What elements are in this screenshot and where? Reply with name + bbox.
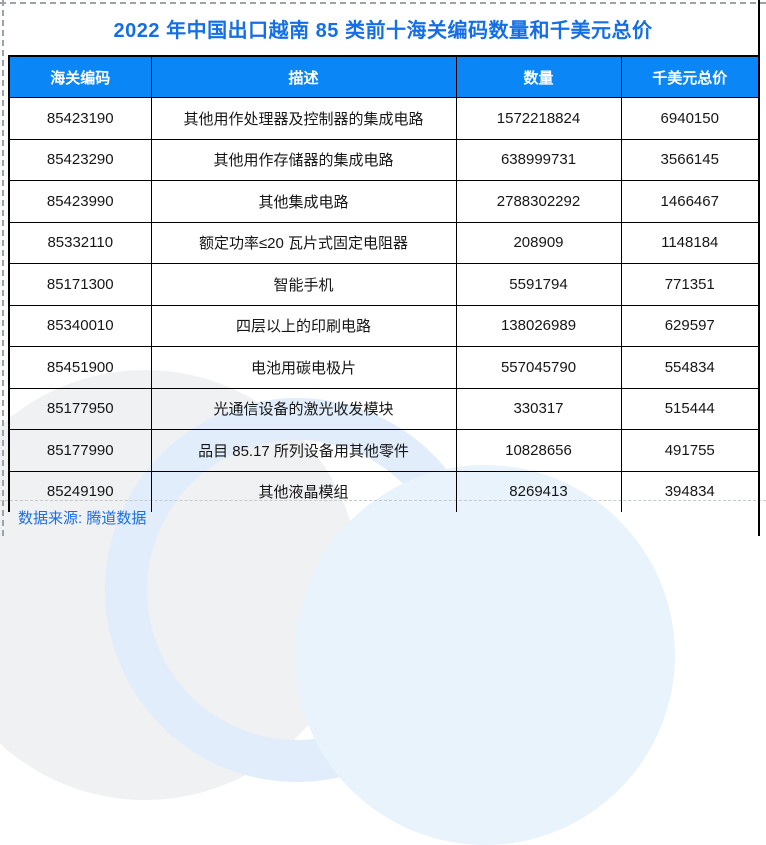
column-header-description: 描述 <box>150 55 457 98</box>
column-header-quantity: 数量 <box>455 55 622 98</box>
cell-quantity: 5591794 <box>455 263 622 306</box>
data-table: 海关编码 描述 数量 千美元总价 85423190 其他用作处理器及控制器的集成… <box>8 55 760 512</box>
table-row: 85177950 光通信设备的激光收发模块 330317 515444 <box>8 387 760 430</box>
cell-total-value: 491755 <box>620 429 760 472</box>
column-header-hs-code: 海关编码 <box>8 55 152 98</box>
cell-total-value: 1148184 <box>620 221 760 264</box>
header-row: 海关编码 描述 数量 千美元总价 <box>8 55 760 98</box>
cell-quantity: 557045790 <box>455 346 622 389</box>
cell-hs-code: 85423190 <box>8 97 152 140</box>
table-row: 85423290 其他用作存储器的集成电路 638999731 3566145 <box>8 138 760 181</box>
cell-description: 智能手机 <box>150 263 457 306</box>
cell-quantity: 638999731 <box>455 138 622 181</box>
cell-description: 品目 85.17 所列设备用其他零件 <box>150 429 457 472</box>
cell-hs-code: 85332110 <box>8 221 152 264</box>
cell-description: 额定功率≤20 瓦片式固定电阻器 <box>150 221 457 264</box>
page-break-line-left <box>2 0 4 536</box>
cell-hs-code: 85249190 <box>8 470 152 512</box>
table-row: 85177990 品目 85.17 所列设备用其他零件 10828656 491… <box>8 429 760 472</box>
cell-total-value: 1466467 <box>620 180 760 223</box>
cell-total-value: 6940150 <box>620 97 760 140</box>
cell-hs-code: 85423990 <box>8 180 152 223</box>
table-row: 85249190 其他液晶模组 8269413 394834 <box>8 470 760 512</box>
cell-hs-code: 85177990 <box>8 429 152 472</box>
cell-total-value: 394834 <box>620 470 760 512</box>
cell-total-value: 515444 <box>620 387 760 430</box>
cell-hs-code: 85340010 <box>8 304 152 347</box>
table-row: 85423990 其他集成电路 2788302292 1466467 <box>8 180 760 223</box>
cell-description: 其他液晶模组 <box>150 470 457 512</box>
cell-description: 其他集成电路 <box>150 180 457 223</box>
table-row: 85423190 其他用作处理器及控制器的集成电路 1572218824 694… <box>8 97 760 140</box>
cell-quantity: 1572218824 <box>455 97 622 140</box>
cell-description: 其他用作处理器及控制器的集成电路 <box>150 97 457 140</box>
table-header: 海关编码 描述 数量 千美元总价 <box>8 55 760 98</box>
page-break-line-top <box>0 2 766 4</box>
cell-total-value: 554834 <box>620 346 760 389</box>
cell-hs-code: 85171300 <box>8 263 152 306</box>
cell-hs-code: 85451900 <box>8 346 152 389</box>
cell-quantity: 330317 <box>455 387 622 430</box>
cell-total-value: 771351 <box>620 263 760 306</box>
table-row: 85451900 电池用碳电极片 557045790 554834 <box>8 346 760 389</box>
title-bar: 2022 年中国出口越南 85 类前十海关编码数量和千美元总价 <box>8 2 758 55</box>
data-source-note: 数据来源: 腾道数据 <box>18 510 147 527</box>
cell-quantity: 138026989 <box>455 304 622 347</box>
table-row: 85171300 智能手机 5591794 771351 <box>8 263 760 306</box>
cell-description: 四层以上的印刷电路 <box>150 304 457 347</box>
cell-hs-code: 85423290 <box>8 138 152 181</box>
cell-total-value: 3566145 <box>620 138 760 181</box>
cell-quantity: 2788302292 <box>455 180 622 223</box>
table-body: 85423190 其他用作处理器及控制器的集成电路 1572218824 694… <box>8 97 760 512</box>
column-header-total-value: 千美元总价 <box>620 55 760 98</box>
table-title: 2022 年中国出口越南 85 类前十海关编码数量和千美元总价 <box>113 20 653 42</box>
cell-quantity: 208909 <box>455 221 622 264</box>
cell-description: 光通信设备的激光收发模块 <box>150 387 457 430</box>
cell-quantity: 8269413 <box>455 470 622 512</box>
cell-hs-code: 85177950 <box>8 387 152 430</box>
watermark-circle-blue <box>295 465 675 845</box>
table-row: 85332110 额定功率≤20 瓦片式固定电阻器 208909 1148184 <box>8 221 760 264</box>
table-row: 85340010 四层以上的印刷电路 138026989 629597 <box>8 304 760 347</box>
cell-description: 其他用作存储器的集成电路 <box>150 138 457 181</box>
cell-quantity: 10828656 <box>455 429 622 472</box>
cell-total-value: 629597 <box>620 304 760 347</box>
cell-description: 电池用碳电极片 <box>150 346 457 389</box>
